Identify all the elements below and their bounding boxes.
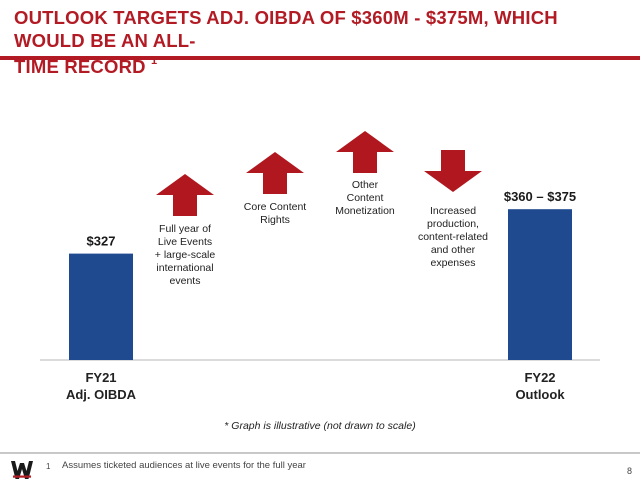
category-label: FY22 Outlook	[515, 370, 565, 402]
bar-value-label: $327	[87, 234, 116, 249]
footnote-text: Assumes ticketed audiences at live event…	[62, 460, 306, 471]
driver-label: Core Content Rights	[244, 201, 307, 226]
driver-label: Other Content Monetization	[335, 179, 395, 217]
driver-label: Full year of Live Events + large-scale inte…	[155, 223, 216, 287]
page-title-text: OUTLOOK TARGETS ADJ. OIBDA OF $360M - $3…	[14, 7, 558, 78]
title-divider	[0, 56, 640, 60]
bar-fy22	[508, 209, 572, 360]
driver-arrow-down	[424, 150, 482, 192]
category-label: FY21 Adj. OIBDA	[66, 370, 137, 402]
bridge-chart: $327 FY21 Adj. OIBDA $360 – $375 FY22 Outlook…	[40, 131, 600, 402]
footer-divider	[0, 452, 640, 454]
chart-caption: * Graph is illustrative (not drawn to sc…	[224, 420, 416, 432]
bar-fy21	[69, 253, 133, 360]
bar-value-label: $360 – $375	[504, 189, 576, 204]
footnote-number: 1	[46, 462, 51, 471]
driver-arrow-up	[246, 152, 304, 194]
page-number: 8	[626, 466, 632, 476]
driver-arrow-up	[336, 131, 394, 173]
page-title: OUTLOOK TARGETS ADJ. OIBDA OF $360M - $3…	[14, 6, 626, 78]
driver-arrow-up	[156, 174, 214, 216]
footer	[0, 452, 640, 487]
wwe-logo-icon	[11, 461, 33, 479]
driver-label: Increased production, content-related and o…	[418, 205, 488, 269]
title-footnote-marker: 1	[151, 55, 158, 67]
